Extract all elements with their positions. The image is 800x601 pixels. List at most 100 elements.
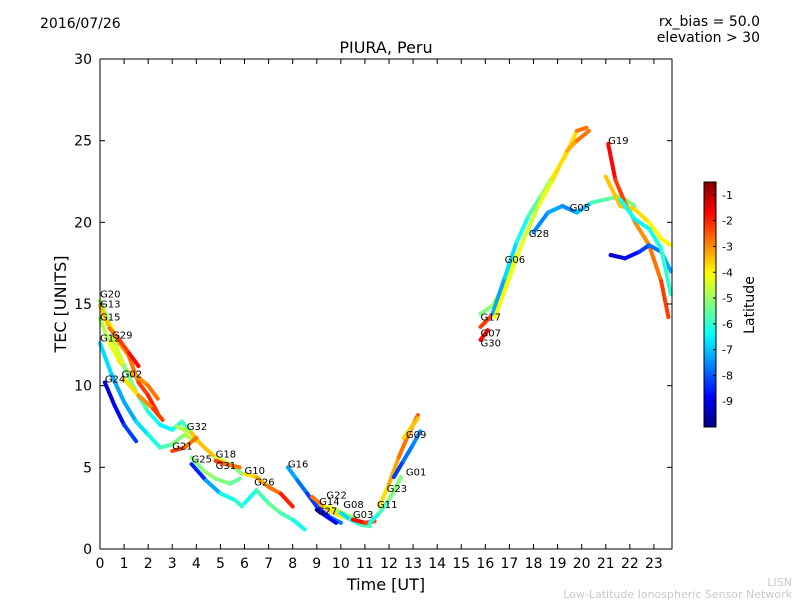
series-segment (391, 458, 406, 480)
colorbar-tick-label: -8 (722, 369, 733, 382)
series-segment (107, 326, 122, 342)
x-tick-label: 19 (549, 556, 567, 572)
series-segment (613, 177, 628, 205)
series-g19d (618, 197, 673, 297)
prn-label: G28 (529, 229, 549, 240)
series-segment (545, 204, 565, 215)
series-g02 (122, 377, 165, 422)
series-segment (107, 341, 122, 364)
series-segment (266, 484, 283, 496)
series-segment (659, 279, 671, 320)
series-g19c (608, 243, 673, 274)
prn-label: G03 (353, 510, 373, 521)
series-segment (478, 328, 490, 342)
y-tick-label: 15 (74, 297, 92, 313)
colorbar-tick-label: -3 (722, 240, 733, 253)
series-segment (350, 517, 367, 525)
series-segment (134, 419, 151, 437)
x-tick-label: 15 (452, 556, 470, 572)
series-segment (218, 491, 237, 502)
series-segment (536, 177, 555, 208)
series-segment (396, 432, 411, 460)
y-tick-label: 25 (74, 134, 92, 150)
series-segment (408, 416, 420, 431)
series-segment (377, 498, 392, 516)
series-segment (659, 246, 673, 297)
series-g31 (189, 462, 245, 509)
y-tick-label: 30 (74, 52, 92, 68)
series-segment (377, 481, 392, 509)
series-segment (213, 476, 233, 486)
prn-label: G07 (481, 329, 501, 340)
series-segment (507, 236, 526, 280)
x-tick-label: 18 (525, 556, 543, 572)
series-g13 (98, 303, 141, 369)
colorbar-tick-label: -5 (722, 292, 733, 305)
series-segment (254, 488, 271, 506)
prn-label: G11 (377, 500, 397, 511)
x-tick-label: 2 (144, 556, 153, 572)
x-tick-label: 0 (96, 556, 105, 572)
series-segment (632, 217, 652, 231)
y-axis-label: TEC [UNITS] (51, 256, 70, 354)
colorbar-label: Latitude (742, 276, 758, 334)
series-segment (189, 462, 208, 483)
series-segment (290, 517, 307, 532)
series-segment (514, 213, 531, 244)
series-segment (242, 488, 259, 506)
series-g09 (401, 416, 420, 440)
series-g27 (314, 507, 339, 525)
x-tick-label: 14 (428, 556, 446, 572)
series-segment (112, 403, 127, 427)
series-segment (618, 197, 637, 222)
x-tick-label: 6 (240, 556, 249, 572)
series-segment (635, 223, 652, 248)
series-segment (490, 275, 507, 316)
series-segment (603, 174, 623, 208)
colorbar-tick-label: -9 (722, 395, 733, 408)
series-segment (122, 377, 141, 398)
series-segment (146, 432, 163, 450)
series-segment (102, 380, 117, 408)
prn-label: G05 (570, 203, 590, 214)
x-tick-label: 11 (356, 556, 374, 572)
colorbar-tick-label: -1 (722, 189, 733, 202)
series-segment (150, 406, 165, 422)
prn-label: G29 (112, 330, 132, 341)
series-segment (565, 138, 579, 153)
series-layer (98, 125, 673, 532)
elevation-label: elevation > 30 (656, 30, 760, 46)
series-segment (182, 435, 199, 450)
series-segment (647, 243, 664, 254)
series-segment (254, 475, 271, 489)
x-tick-label: 3 (168, 556, 177, 572)
series-g01 (391, 429, 423, 480)
colorbar-tick-label: -6 (722, 318, 733, 331)
series-segment (266, 501, 283, 516)
series-segment (117, 337, 131, 355)
series-segment (228, 476, 242, 486)
series-g26 (242, 488, 307, 532)
colorbar-ticks: -9 -8 -7 -6 -5 -4 -3 -2 -1 (713, 189, 733, 408)
x-tick-label: 22 (621, 556, 639, 572)
colorbar-tick-label: -7 (722, 344, 733, 357)
series-segment (309, 494, 324, 507)
series-segment (136, 380, 151, 398)
prn-label: G14 (319, 497, 339, 508)
series-segment (531, 210, 550, 235)
colorbar-tick-label: -4 (722, 266, 733, 279)
x-tick-label: 13 (404, 556, 422, 572)
series-segment (367, 511, 382, 525)
series-segment (623, 249, 642, 261)
series-segment (285, 465, 300, 483)
series-segment (158, 422, 175, 432)
prn-label: G25 (192, 454, 212, 465)
x-tick-label: 7 (264, 556, 273, 572)
series-segment (305, 491, 319, 509)
prn-label: G21 (172, 441, 192, 452)
series-segment (387, 475, 404, 502)
series-segment (278, 491, 295, 509)
series-segment (199, 442, 218, 460)
series-segment (223, 462, 242, 470)
